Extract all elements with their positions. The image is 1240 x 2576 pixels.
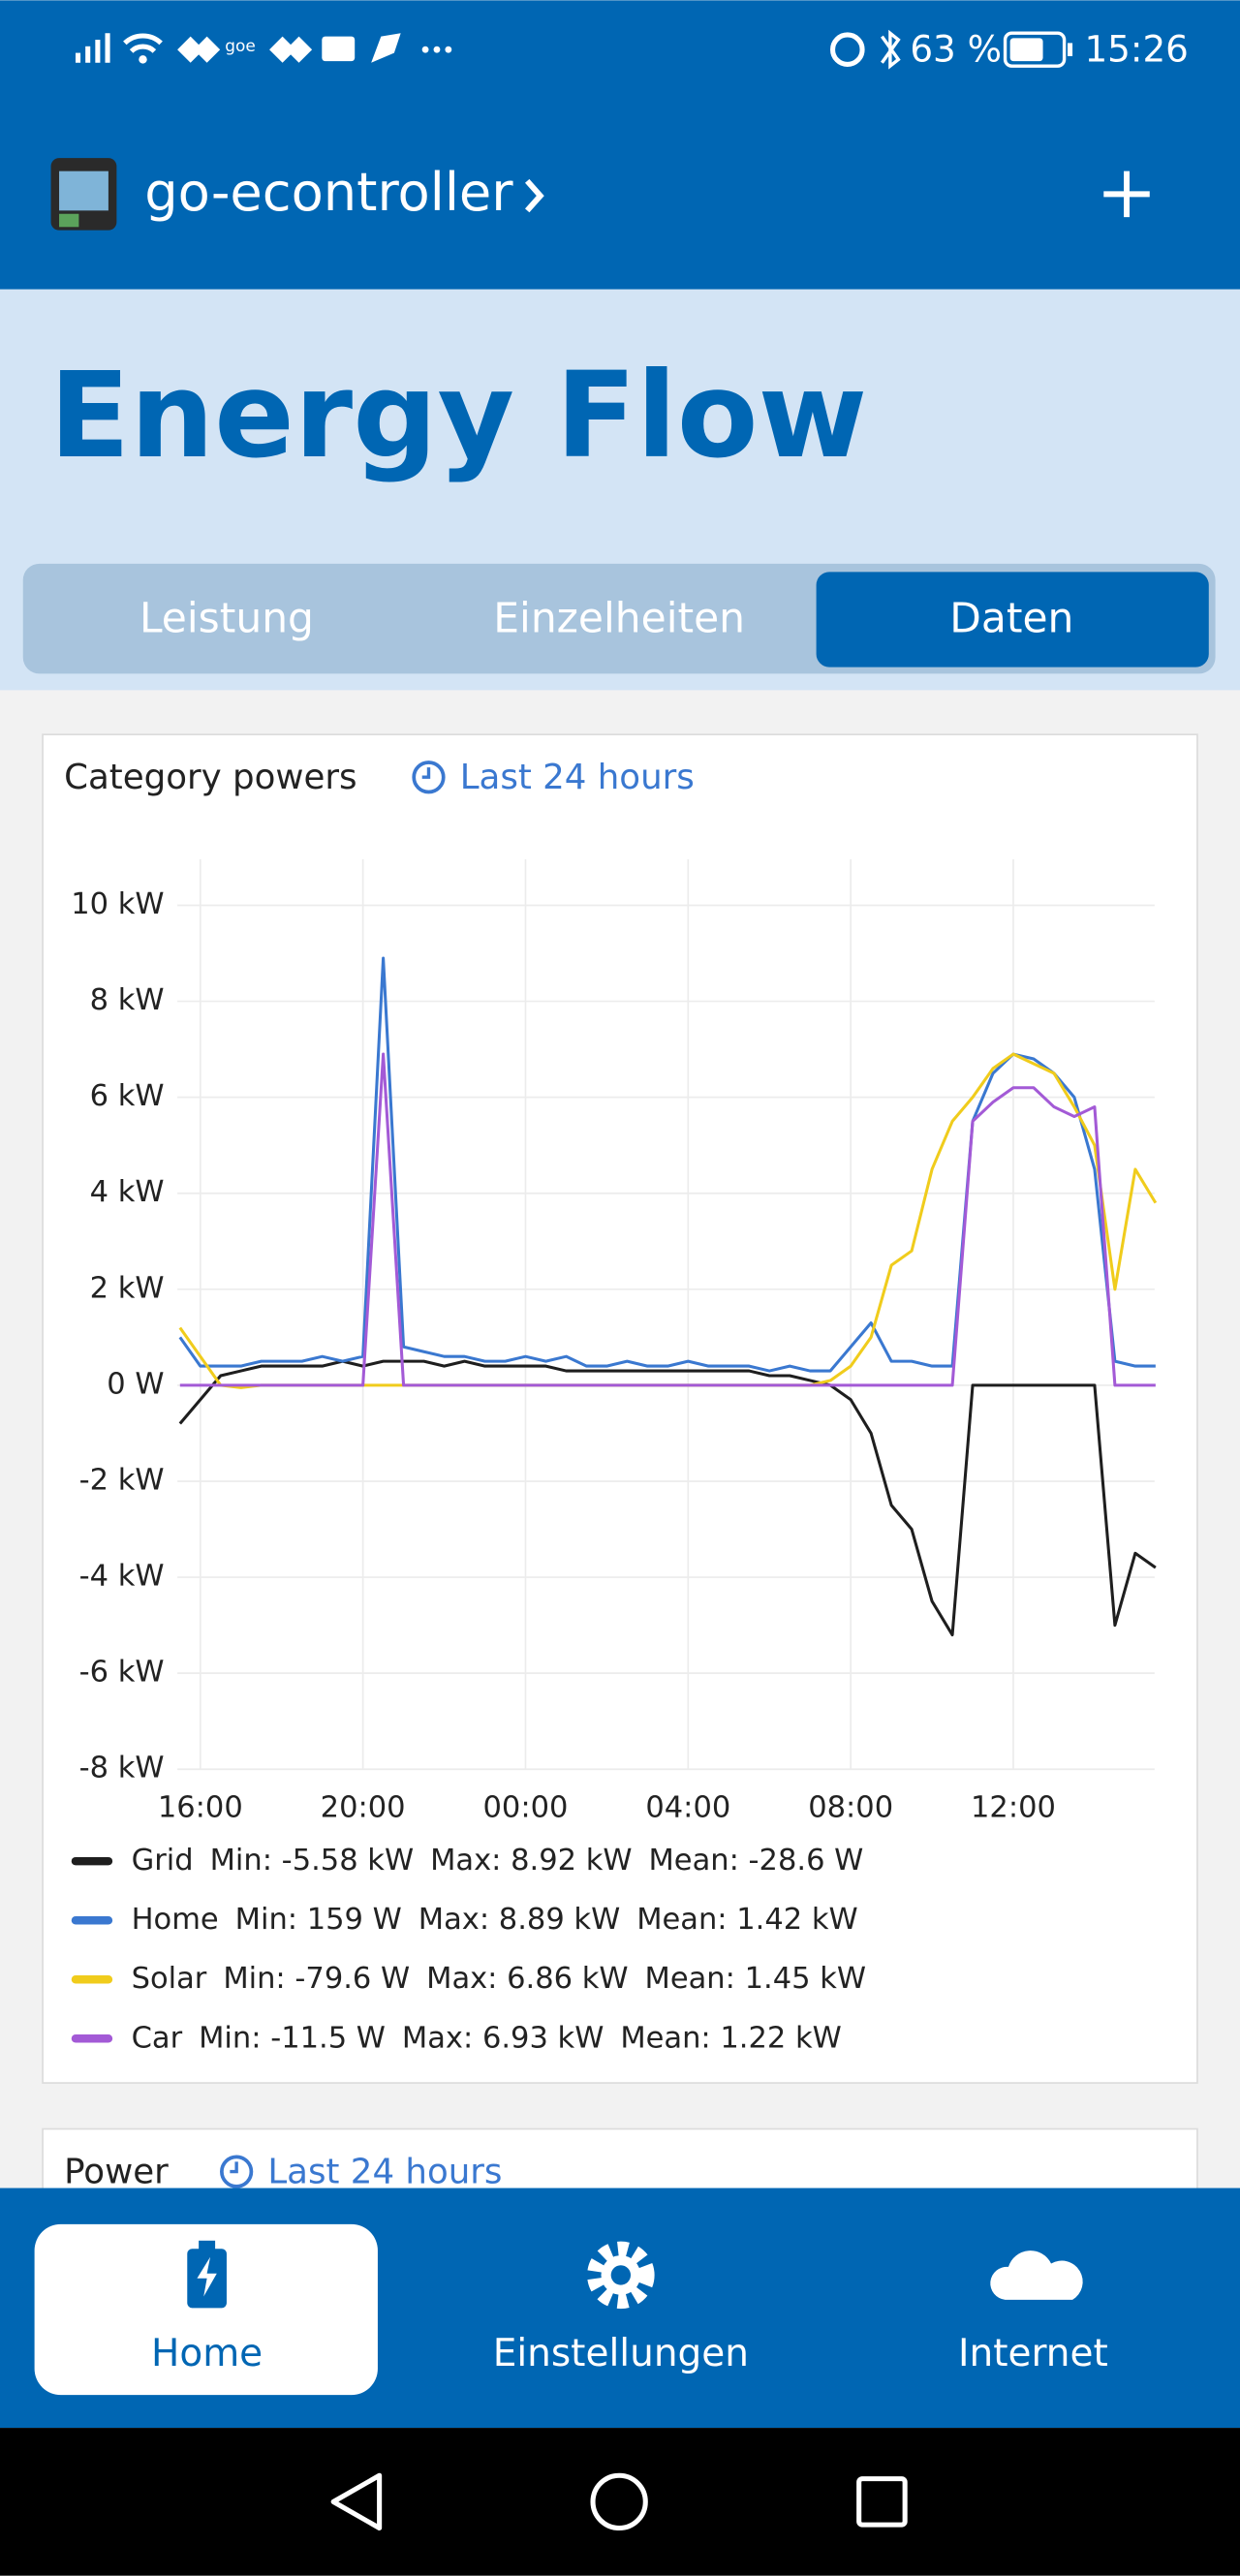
y-tick-label: -8 kW: [79, 1752, 165, 1785]
legend-stat: Min: -11.5 W: [199, 2021, 386, 2055]
device-name[interactable]: go-econtroller: [144, 162, 513, 223]
legend-name: Car: [132, 2021, 183, 2055]
legend-stat: Max: 8.92 kW: [430, 1844, 632, 1878]
x-tick-label: 16:00: [158, 1790, 243, 1824]
legend-entry: Home Min: 159 W Max: 8.89 kW Mean: 1.42 kW: [132, 1903, 858, 1937]
legend-stat: Min: 159 W: [235, 1903, 402, 1937]
series-line: [178, 956, 1156, 1373]
legend-stat: Min: -5.58 kW: [210, 1844, 415, 1878]
recents-button[interactable]: [856, 2476, 908, 2528]
y-tick-label: 4 kW: [90, 1175, 165, 1209]
chart-card: [42, 733, 1198, 2084]
clock: 15:26: [1084, 27, 1188, 70]
back-button[interactable]: [330, 2472, 383, 2531]
chart: -8 kW -6 kW -4 kW -2 kW 0 W 2 kW 4 kW 6 kW 8 kW 1…: [71, 859, 1158, 2055]
legend-stat: Mean: 1.45 kW: [645, 1962, 867, 1996]
battery-icon: [187, 2240, 227, 2309]
gear-icon[interactable]: [587, 2241, 655, 2310]
legend-stat: Max: 6.93 kW: [402, 2021, 604, 2055]
tab[interactable]: Einzelheiten: [493, 595, 745, 642]
clock-icon[interactable]: [220, 2155, 254, 2188]
svg-text:goe: goe: [225, 36, 256, 55]
nav-label[interactable]: Einstellungen: [493, 2332, 749, 2375]
chevron[interactable]: [524, 178, 544, 213]
legend-stat: Mean: -28.6 W: [648, 1844, 863, 1878]
device-icon: [50, 158, 117, 231]
time-range[interactable]: Last 24 hours: [460, 758, 695, 797]
nav-active[interactable]: [34, 2223, 378, 2396]
clock-icon[interactable]: [412, 760, 446, 794]
y-tick-label: 0 W: [107, 1367, 164, 1401]
tab[interactable]: Daten: [949, 595, 1073, 642]
legend-entry: Solar Min: -79.6 W Max: 6.86 kW Mean: 1.45 …: [132, 1962, 866, 1996]
legend-name: Grid: [132, 1844, 194, 1878]
add-button[interactable]: [1103, 171, 1150, 218]
x-tick-label: 04:00: [645, 1790, 730, 1824]
y-tick-label: -2 kW: [79, 1463, 165, 1497]
y-tick-label: 10 kW: [71, 887, 164, 921]
y-tick-label: 8 kW: [90, 983, 165, 1017]
legend-stat: Max: 6.86 kW: [426, 1962, 628, 1996]
x-tick-label: 20:00: [321, 1790, 406, 1824]
x-tick-label: 08:00: [808, 1790, 893, 1824]
nav-label[interactable]: Home: [151, 2332, 263, 2375]
system-nav: [0, 2428, 1240, 2576]
legend-entry: Grid Min: -5.58 kW Max: 8.92 kW Mean: -28.6…: [132, 1844, 864, 1878]
home-button[interactable]: [590, 2472, 648, 2531]
time-range[interactable]: Last 24 hours: [267, 2152, 502, 2191]
card-title: Category powers: [64, 758, 356, 797]
legend-stat: Mean: 1.42 kW: [636, 1903, 858, 1937]
page-title: Energy Flow: [49, 347, 867, 484]
x-tick-label: 12:00: [971, 1790, 1056, 1824]
active-tab[interactable]: [816, 572, 1209, 667]
legend-name: Solar: [132, 1962, 207, 1996]
tab[interactable]: Leistung: [140, 595, 314, 642]
battery-level: 63 %: [910, 27, 1002, 70]
legend-entry: Car Min: -11.5 W Max: 6.93 kW Mean: 1.22 kW: [132, 2021, 842, 2055]
status-icons: goe: [75, 29, 1073, 70]
legend-stat: Mean: 1.22 kW: [620, 2021, 842, 2055]
legend-name: Home: [132, 1903, 219, 1937]
nav-label[interactable]: Internet: [958, 2332, 1108, 2375]
legend-stat: Max: 8.89 kW: [418, 1903, 620, 1937]
y-tick-label: 6 kW: [90, 1079, 165, 1113]
card-title: Power: [64, 2152, 169, 2191]
x-tick-label: 00:00: [483, 1790, 569, 1824]
y-tick-label: -6 kW: [79, 1656, 165, 1690]
y-tick-label: -4 kW: [79, 1560, 165, 1594]
series-line: [179, 1052, 1156, 1387]
cloud-icon[interactable]: [990, 2250, 1083, 2300]
y-tick-label: 2 kW: [90, 1271, 165, 1305]
legend-stat: Min: -79.6 W: [223, 1962, 410, 1996]
